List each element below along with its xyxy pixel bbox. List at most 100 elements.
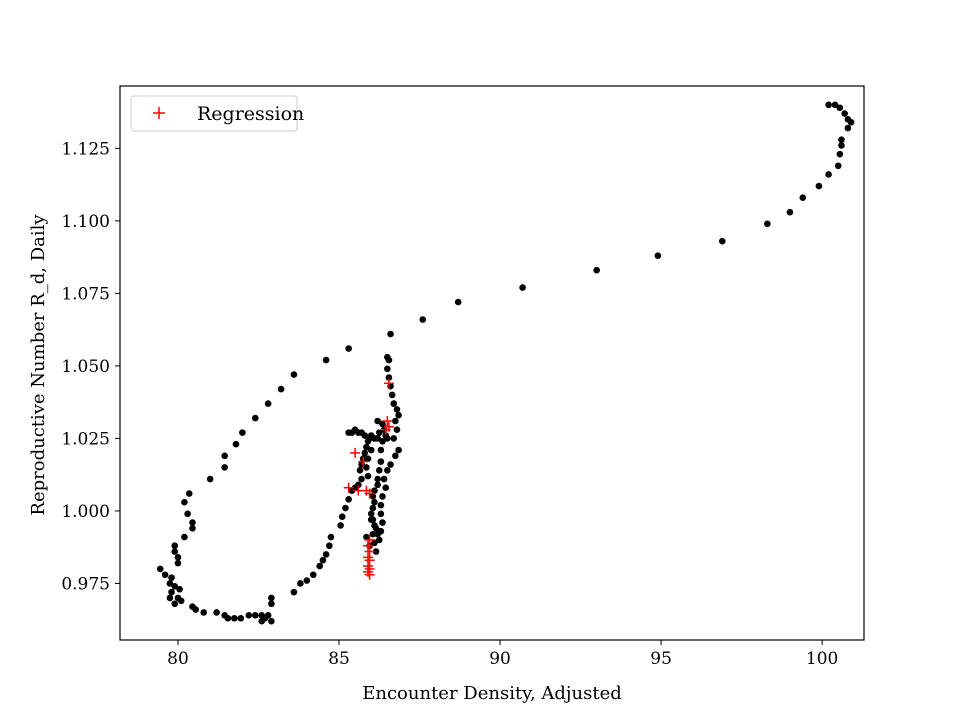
regression-point	[364, 555, 375, 566]
data-point	[361, 449, 369, 457]
x-tick-label: 90	[489, 649, 511, 669]
data-point	[355, 481, 362, 489]
data-point	[831, 101, 839, 109]
y-tick-label: 1.100	[61, 212, 110, 232]
y-axis-title: Reproductive Number R_d, Daily	[28, 214, 49, 516]
regression-point	[364, 569, 375, 580]
data-point	[377, 510, 385, 518]
data-point	[363, 443, 370, 451]
data-point	[309, 571, 317, 579]
data-point	[387, 461, 394, 468]
data-point	[384, 353, 391, 361]
data-point	[345, 429, 352, 436]
data-point	[838, 136, 845, 143]
data-point	[393, 426, 401, 434]
data-point	[319, 556, 327, 564]
data-point	[171, 548, 179, 555]
data-point	[375, 536, 383, 544]
data-point	[345, 345, 352, 352]
data-point	[364, 472, 372, 480]
regression-point	[363, 540, 373, 551]
data-point	[374, 417, 381, 425]
data-point	[176, 585, 183, 593]
data-point	[838, 142, 845, 149]
data-point	[379, 519, 386, 526]
data-point	[384, 467, 391, 474]
regression-point	[343, 482, 354, 493]
data-point	[200, 609, 208, 616]
data-point	[316, 562, 323, 570]
data-point	[369, 504, 377, 512]
data-point	[718, 237, 726, 245]
data-point	[297, 580, 304, 587]
data-point	[358, 429, 365, 436]
data-point	[367, 516, 375, 523]
data-point	[206, 475, 214, 483]
data-point	[379, 420, 386, 428]
data-point	[342, 504, 349, 512]
data-point	[593, 266, 600, 274]
data-point	[268, 594, 275, 602]
data-point	[387, 330, 394, 338]
data-point	[371, 498, 378, 506]
data-point	[377, 501, 385, 509]
data-point	[384, 435, 391, 442]
legend-box	[130, 95, 298, 132]
data-point	[395, 446, 402, 454]
data-point	[375, 467, 383, 474]
data-point	[519, 284, 526, 291]
data-point	[245, 612, 253, 619]
x-tick-label: 80	[167, 649, 189, 669]
data-point	[825, 171, 832, 178]
data-point	[367, 432, 375, 439]
data-point	[277, 385, 285, 393]
data-point	[369, 530, 377, 538]
data-point	[358, 475, 365, 483]
data-point	[392, 417, 399, 425]
data-point	[388, 391, 396, 399]
x-axis: 80 85 90 95 100	[167, 640, 838, 669]
y-tick-label: 1.025	[61, 429, 110, 449]
data-point	[213, 609, 220, 616]
data-point	[799, 194, 807, 201]
x-tick-label: 95	[650, 649, 672, 669]
legend-marker-regression	[153, 107, 165, 119]
data-point	[268, 617, 275, 625]
data-point	[221, 452, 228, 460]
data-point	[268, 600, 275, 608]
data-point	[393, 406, 401, 413]
data-point	[374, 481, 381, 489]
data-point	[377, 458, 385, 465]
data-point	[156, 565, 164, 573]
data-point	[364, 455, 372, 463]
data-point	[221, 464, 228, 471]
data-point	[847, 118, 855, 126]
y-tick-label: 1.075	[61, 284, 110, 304]
data-point	[231, 614, 238, 622]
data-point	[251, 612, 259, 619]
y-tick-label: 1.125	[61, 139, 110, 159]
x-tick-label: 85	[328, 649, 350, 669]
data-point	[356, 467, 364, 474]
data-point	[836, 150, 844, 158]
data-point	[237, 614, 245, 622]
regression-point	[382, 416, 393, 427]
data-point	[374, 475, 381, 483]
data-point	[363, 533, 370, 541]
data-point	[379, 493, 386, 500]
data-point	[815, 182, 823, 190]
data-point	[171, 542, 179, 550]
y-tick-label: 0.975	[61, 574, 110, 594]
data-point	[363, 464, 370, 471]
data-point	[171, 600, 179, 608]
data-point	[239, 429, 246, 436]
data-point	[189, 525, 196, 532]
data-point	[303, 577, 311, 584]
data-point	[351, 426, 359, 434]
data-point	[181, 533, 188, 541]
data-point	[390, 400, 398, 407]
data-point	[764, 220, 771, 228]
data-point	[654, 252, 662, 259]
